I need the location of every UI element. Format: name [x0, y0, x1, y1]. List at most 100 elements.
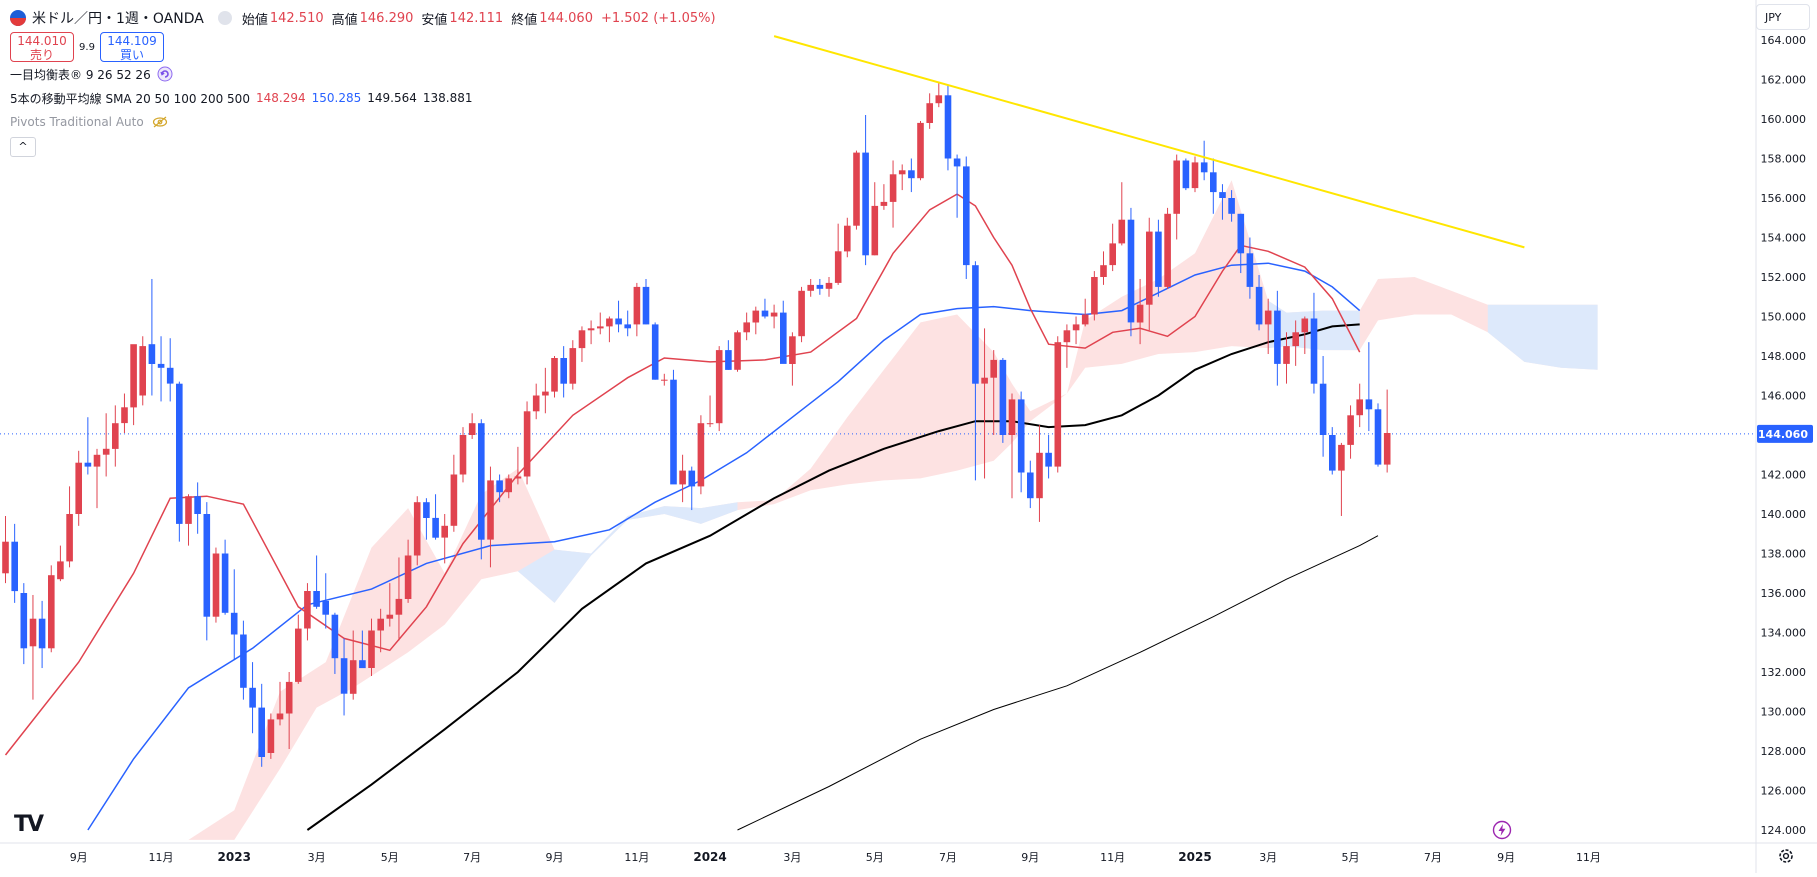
candle-body [258, 707, 265, 757]
candle-body [1338, 444, 1345, 471]
candle-body [963, 166, 970, 266]
candle-body [972, 265, 979, 384]
candle-body [1283, 346, 1290, 364]
currency-button[interactable]: JPY [1756, 4, 1810, 30]
reload-icon[interactable] [157, 66, 173, 82]
sell-label: 売り [29, 48, 54, 62]
sma-legend[interactable]: 5本の移動平均線 SMA 20 50 100 200 500 148.294 1… [10, 86, 724, 110]
candle-body [505, 478, 512, 493]
time-tick-label: 3月 [1259, 851, 1277, 864]
collapse-legend-button[interactable]: ^ [10, 137, 36, 157]
time-tick-label: 5月 [1342, 851, 1360, 864]
candle-body [441, 525, 448, 538]
candle-body [1155, 231, 1162, 287]
candle-body [1017, 399, 1025, 473]
ichimoku-cloud-bearish [517, 502, 738, 603]
candle-body [761, 310, 769, 317]
price-tick-label: 164.000 [1761, 34, 1807, 47]
eye-off-icon[interactable] [152, 115, 168, 129]
plot-area[interactable] [0, 35, 1755, 840]
candle-body [1173, 160, 1180, 214]
pivots-label: Pivots Traditional Auto [10, 115, 144, 129]
candle-body [944, 95, 952, 159]
candle-body [780, 312, 787, 364]
candle-body [57, 561, 64, 580]
candle-body [844, 225, 851, 252]
spread-value: 9.9 [79, 41, 95, 53]
candle-body [304, 591, 311, 629]
last-price-label: 144.060 [1758, 428, 1808, 441]
ichimoku-legend[interactable]: 一目均衡表® 9 26 52 26 [10, 62, 724, 86]
candle-body [1255, 286, 1263, 325]
buy-button[interactable]: 144.109 買い [100, 32, 164, 62]
time-tick-label: 9月 [1497, 851, 1515, 864]
candle-body [130, 344, 137, 408]
candle-body [1008, 399, 1016, 435]
candle-body [715, 350, 723, 424]
candle-body [1054, 342, 1062, 467]
candle-body [2, 541, 9, 574]
symbol-row: 米ドル／円・1週・OANDA 始値 142.510 高値 146.290 安値 … [10, 6, 724, 30]
candle-body [1319, 383, 1327, 435]
symbol-title[interactable]: 米ドル／円・1週・OANDA [32, 11, 204, 27]
candle-body [313, 591, 320, 607]
candle-body [816, 284, 824, 289]
candle-body [1109, 243, 1116, 266]
more-options-button[interactable] [217, 11, 232, 25]
time-tick-label: 7月 [463, 851, 481, 864]
candle-body [267, 719, 275, 753]
candle-body [450, 474, 458, 526]
candle-body [1228, 198, 1235, 214]
candle-body [908, 170, 915, 179]
pivots-legend[interactable]: Pivots Traditional Auto [10, 110, 724, 134]
price-tick-label: 128.000 [1761, 745, 1807, 758]
candle-body [75, 462, 82, 514]
candle-body [551, 358, 558, 392]
candle-body [478, 423, 485, 540]
sma20-value: 148.294 [255, 91, 306, 105]
gear-icon[interactable] [1775, 845, 1797, 867]
candle-body [84, 462, 92, 467]
close-value: 144.060 [539, 10, 593, 26]
ichimoku-label: 一目均衡表® 9 26 52 26 [10, 67, 151, 82]
candle-body [725, 350, 732, 370]
price-tick-label: 140.000 [1761, 508, 1807, 521]
candle-body [597, 326, 604, 329]
candle-body [157, 363, 165, 368]
buy-price: 144.109 [107, 34, 157, 48]
candle-body [1219, 192, 1226, 198]
candle-body [615, 318, 622, 325]
candle-body [990, 359, 997, 378]
candle-body [340, 658, 348, 694]
sma200-value: 138.881 [422, 91, 473, 105]
candle-body [1182, 160, 1190, 189]
sell-button[interactable]: 144.010 売り [10, 32, 74, 62]
price-tick-label: 132.000 [1761, 666, 1807, 679]
candle-body [487, 480, 494, 540]
low-value: 142.111 [449, 10, 504, 26]
candle-body [166, 367, 174, 384]
candle-body [11, 541, 18, 592]
tradingview-logo[interactable]: TV [14, 812, 44, 837]
buy-sell-row: 144.010 売り 9.9 144.109 買い [10, 32, 724, 62]
candle-body [331, 614, 339, 659]
candle-body [359, 660, 366, 669]
candle-body [587, 328, 595, 331]
candle-body [834, 251, 842, 283]
time-tick-label: 2025 [1178, 850, 1211, 864]
candle-body [194, 496, 201, 514]
candle-body [38, 618, 46, 649]
time-tick-label: 5月 [381, 851, 399, 864]
time-tick-label: 3月 [783, 851, 801, 864]
lightning-icon[interactable] [1492, 820, 1512, 840]
time-tick-label: 11月 [149, 851, 174, 864]
time-tick-label: 11月 [1576, 851, 1601, 864]
candle-body [1072, 324, 1080, 331]
candle-body [29, 618, 37, 647]
candle-body [688, 470, 696, 487]
candle-body [935, 95, 943, 104]
price-tick-label: 148.000 [1761, 350, 1807, 363]
buy-label: 買い [119, 48, 144, 62]
